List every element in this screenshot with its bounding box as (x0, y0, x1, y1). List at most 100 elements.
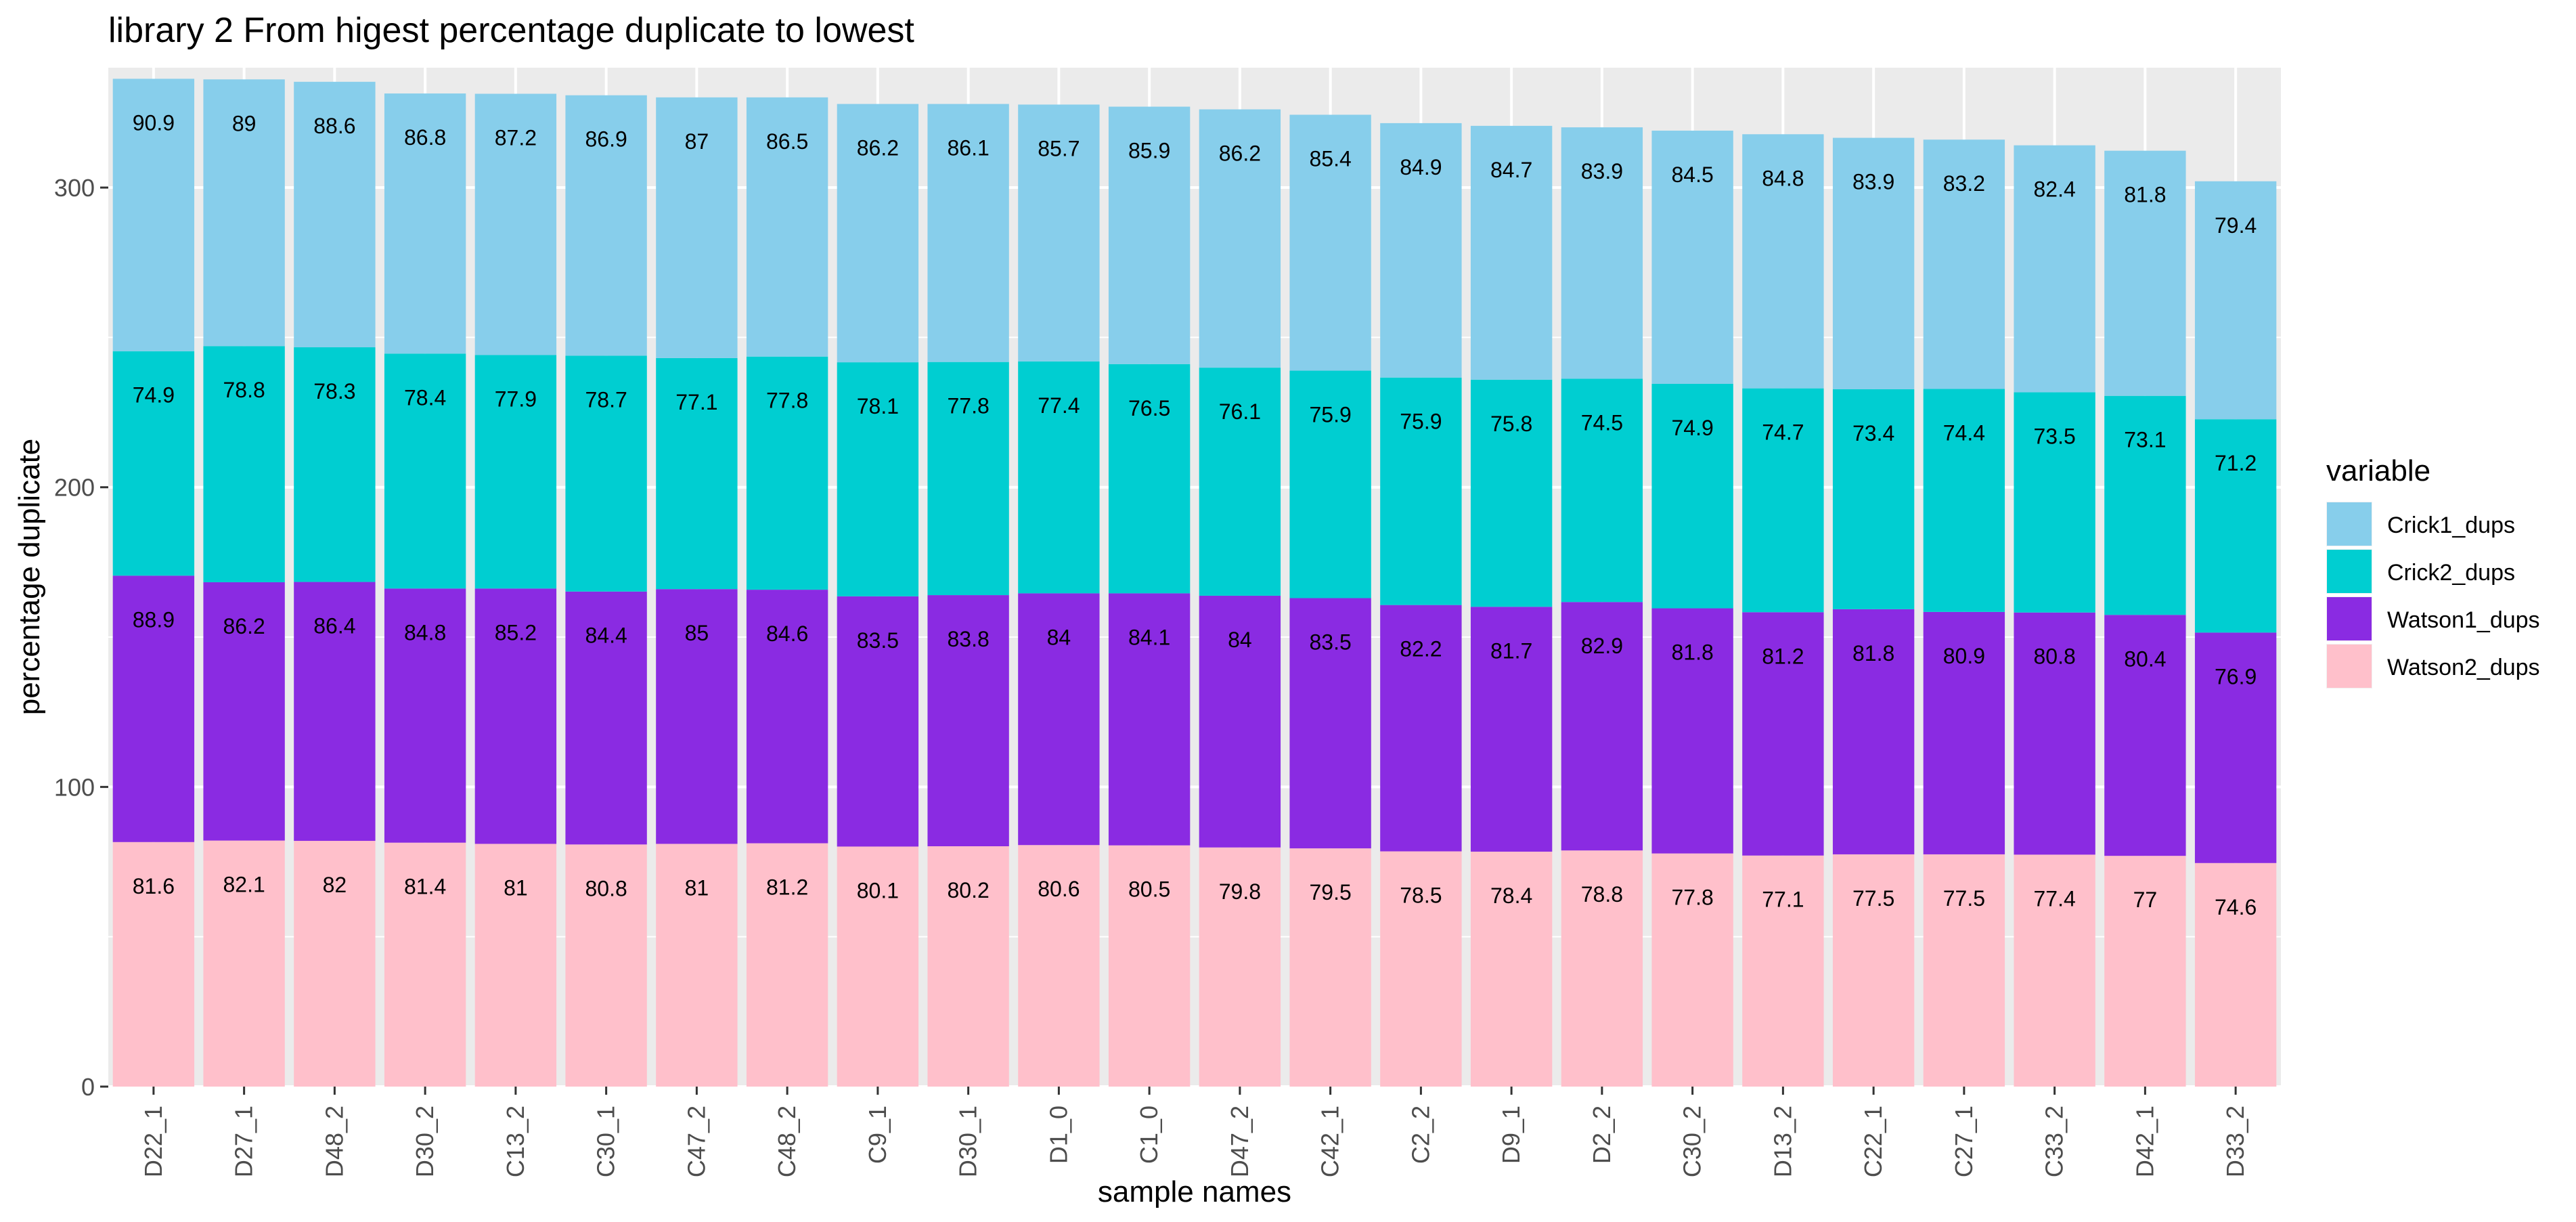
data-label: 83.9 (1852, 170, 1894, 194)
data-label: 79.8 (1219, 879, 1261, 904)
data-label: 88.6 (313, 114, 355, 138)
bar-segment (1742, 134, 1824, 389)
data-label: 78.5 (1400, 883, 1442, 908)
bar-segment (1289, 598, 1371, 849)
data-label: 83.5 (857, 628, 899, 653)
x-tick-label: D30_2 (411, 1106, 439, 1177)
data-label: 82.1 (223, 873, 265, 897)
bar-segment (474, 355, 557, 589)
bar-segment (1380, 851, 1462, 1087)
bar-segment (1651, 130, 1733, 384)
data-label: 78.1 (857, 394, 899, 418)
data-label: 80.2 (947, 878, 989, 902)
bar-segment (2014, 854, 2095, 1087)
y-axis-title: percentage duplicate (13, 439, 46, 716)
legend-swatch (2327, 597, 2372, 640)
x-tick-label: D42_1 (2131, 1106, 2158, 1177)
y-tick-label: 300 (54, 174, 95, 202)
x-tick-label: D2_2 (1588, 1106, 1616, 1164)
bar-segment (1380, 123, 1462, 378)
bar-segment (565, 591, 647, 845)
bar-segment (1561, 602, 1643, 851)
bar-segment (384, 353, 466, 589)
x-axis: D22_1 D27_1 D48_2 D30_2 C13_2 C30_1 C47_2 C48_2… (139, 1087, 2249, 1177)
data-label: 84.1 (1128, 625, 1170, 649)
data-label: 80.4 (2124, 647, 2166, 671)
data-label: 83.9 (1581, 159, 1623, 183)
data-label: 78.4 (1490, 883, 1532, 908)
y-tick-label: 100 (54, 773, 95, 801)
legend-swatch (2327, 550, 2372, 593)
data-label: 80.1 (857, 878, 899, 902)
data-label: 74.6 (2215, 895, 2257, 919)
x-tick-label: D48_2 (320, 1106, 348, 1177)
bar-segment (927, 595, 1009, 846)
bar-segment (1561, 850, 1643, 1087)
data-label: 77.4 (2033, 886, 2075, 911)
x-tick-label: D22_1 (139, 1106, 167, 1177)
bar-segment (1832, 137, 1915, 389)
data-label: 84.9 (1400, 155, 1442, 179)
bar-segment (1199, 847, 1281, 1087)
bar-segment (203, 346, 285, 583)
data-label: 84.5 (1671, 162, 1713, 187)
bar-segment (1199, 368, 1281, 596)
bar-segment (112, 842, 195, 1087)
data-label: 78.4 (404, 385, 446, 410)
data-label: 85 (685, 621, 709, 645)
plot-panel (108, 68, 2281, 1087)
data-label: 76.1 (1219, 399, 1261, 424)
bar-segment (927, 362, 1009, 596)
bar-segment (746, 590, 828, 844)
bar-segment (656, 844, 738, 1087)
bar-segment (565, 844, 647, 1087)
data-label: 87 (685, 129, 709, 154)
bar-segment (1742, 855, 1824, 1087)
y-tick-label: 200 (54, 474, 95, 502)
data-label: 73.1 (2124, 428, 2166, 452)
bar-segment (2194, 419, 2277, 633)
data-label: 85.4 (1309, 146, 1351, 171)
bar-segment (746, 97, 828, 357)
bar-segment (1832, 389, 1915, 609)
bar-segment (1470, 851, 1553, 1087)
bar-segment (1380, 377, 1462, 605)
bar-segment (2104, 856, 2186, 1087)
bar-segment (1108, 106, 1191, 364)
data-label: 78.3 (313, 379, 355, 403)
x-tick-label: C30_1 (592, 1106, 620, 1177)
data-label: 80.5 (1128, 877, 1170, 902)
data-label: 77.5 (1852, 886, 1894, 911)
data-label: 85.7 (1038, 136, 1080, 160)
x-tick-label: D1_0 (1044, 1106, 1072, 1164)
data-label: 77.4 (1038, 393, 1080, 418)
data-label: 80.6 (1038, 877, 1080, 901)
bar-segment (112, 351, 195, 576)
data-label: 81 (685, 875, 709, 900)
data-label: 77.8 (766, 389, 808, 413)
bar-segment (384, 842, 466, 1087)
bar-segment (1018, 361, 1100, 594)
x-tick-label: C1_0 (1135, 1106, 1163, 1164)
bar-segment (294, 347, 376, 582)
bar-segment (474, 844, 557, 1087)
data-label: 71.2 (2215, 451, 2257, 475)
x-tick-label: C47_2 (682, 1106, 710, 1177)
data-label: 73.4 (1852, 421, 1894, 445)
bar-segment (837, 846, 919, 1087)
bar-segment (927, 846, 1009, 1087)
bar-segment (1289, 114, 1371, 371)
data-label: 80.9 (1943, 644, 1985, 668)
legend-label: Watson2_dups (2387, 655, 2540, 680)
data-label: 74.9 (133, 383, 175, 408)
data-label: 75.8 (1490, 412, 1532, 436)
bar-segment (1832, 609, 1915, 854)
data-label: 81 (504, 875, 528, 900)
bar-segment (203, 79, 285, 347)
data-label: 77.9 (495, 387, 537, 411)
data-label: 81.2 (1762, 644, 1804, 668)
bar-segment (1832, 854, 1915, 1087)
bar-segment (1380, 605, 1462, 852)
